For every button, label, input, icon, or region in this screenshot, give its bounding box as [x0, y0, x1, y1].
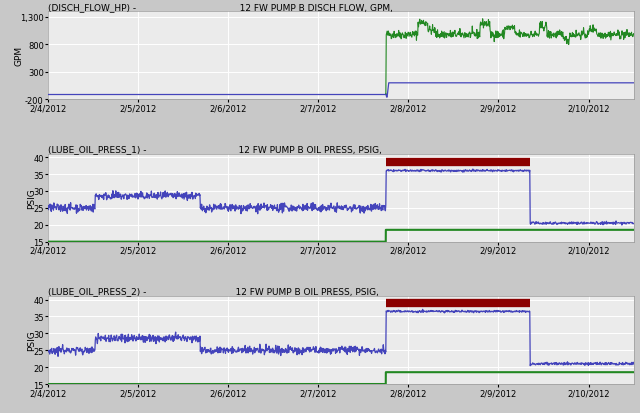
Y-axis label: GPM: GPM — [14, 46, 23, 66]
Text: (LUBE_OIL_PRESS_1) -                                12 FW PUMP B OIL PRESS, PSIG: (LUBE_OIL_PRESS_1) - 12 FW PUMP B OIL PR… — [48, 145, 382, 154]
Text: (DISCH_FLOW_HP) -                                    12 FW PUMP B DISCH FLOW, GP: (DISCH_FLOW_HP) - 12 FW PUMP B DISCH FLO… — [48, 2, 393, 12]
Y-axis label: PSIG: PSIG — [28, 330, 36, 351]
Text: (LUBE_OIL_PRESS_2) -                               12 FW PUMP B OIL PRESS, PSIG,: (LUBE_OIL_PRESS_2) - 12 FW PUMP B OIL PR… — [48, 287, 379, 296]
Y-axis label: PSIG: PSIG — [28, 188, 36, 209]
